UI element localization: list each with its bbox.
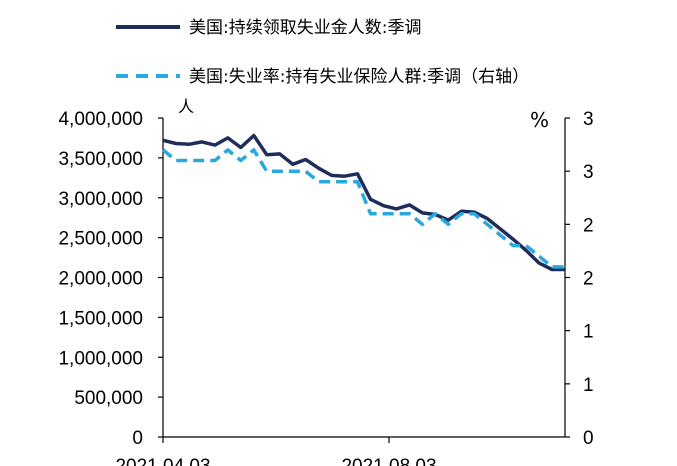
- right-axis-tick-label: 2: [583, 215, 594, 236]
- legend-label-series-2: 美国:失业率:持有失业保险人群:季调（右轴）: [189, 67, 529, 87]
- legend: 美国:持续领取失业金人数:季调 美国:失业率:持有失业保险人群:季调（右轴）: [116, 18, 529, 87]
- left-axis-tick-label: 1,500,000: [58, 308, 143, 329]
- x-axis-ticks: 2021.04.03 2021.08.03: [115, 437, 437, 466]
- right-axis-tick-label: 2: [583, 269, 594, 290]
- right-axis-tick-label: 1: [583, 375, 594, 396]
- right-axis-tick-label: 0: [583, 428, 594, 449]
- x-axis-tick-label: 2021.08.03: [341, 456, 436, 466]
- right-axis-tick-label: 1: [583, 322, 594, 343]
- left-axis-tick-label: 4,000,000: [58, 109, 143, 130]
- series-line-1: [162, 133, 565, 272]
- axes: [162, 118, 566, 438]
- left-axis-tick-label: 3,000,000: [58, 189, 143, 210]
- x-axis-tick-label: 2021.04.03: [115, 456, 210, 466]
- left-axis-unit: 人: [178, 97, 194, 116]
- left-axis-tick-label: 2,000,000: [58, 269, 143, 290]
- left-axis-tick-label: 3,500,000: [58, 149, 143, 170]
- series-line-2: [161, 148, 565, 269]
- left-axis-ticks: 0 500,000 1,000,000 1,500,000 2,000,000 2,500…: [58, 109, 163, 449]
- left-axis-tick-label: 2,500,000: [58, 229, 143, 250]
- left-axis-tick-label: 1,000,000: [58, 348, 143, 369]
- right-axis-ticks: 0 1 1 2 2 3 3: [565, 109, 594, 449]
- right-axis-tick-label: 3: [583, 109, 594, 130]
- series-layer: [161, 133, 565, 272]
- right-axis-tick-label: 3: [583, 162, 594, 183]
- left-axis-tick-label: 0: [132, 428, 143, 449]
- legend-label-series-1: 美国:持续领取失业金人数:季调: [189, 18, 421, 38]
- right-axis-unit: %: [530, 108, 549, 132]
- left-axis-tick-label: 500,000: [74, 388, 143, 409]
